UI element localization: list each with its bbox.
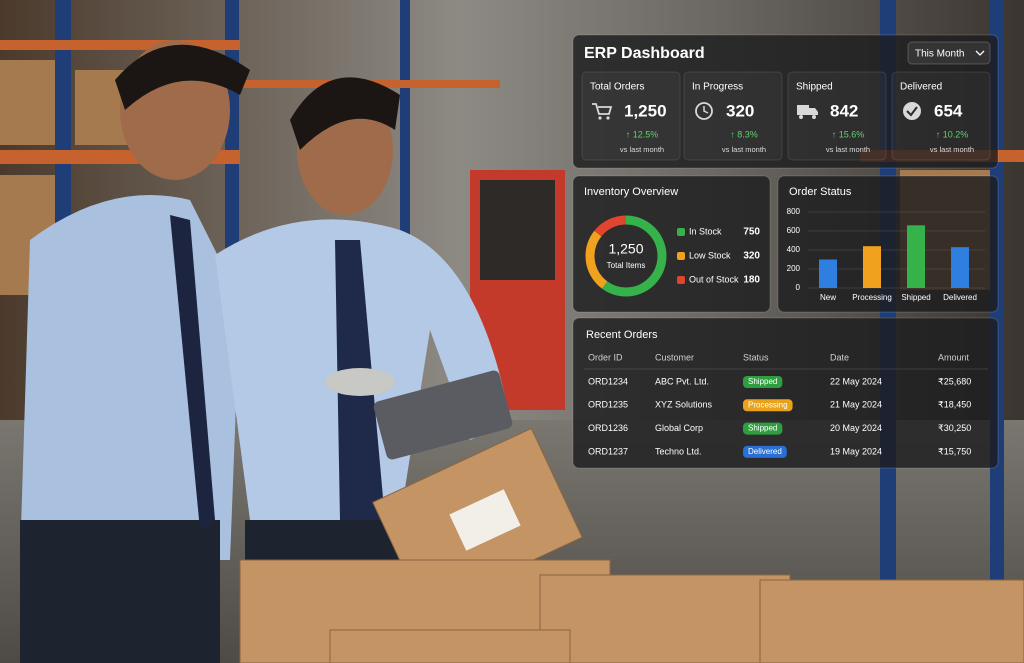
bar <box>907 225 925 288</box>
table-cell: ₹30,250 <box>938 423 971 433</box>
legend-label: Low Stock <box>689 250 731 260</box>
donut-segment <box>585 215 667 297</box>
y-tick-label: 600 <box>787 226 801 235</box>
kpi-card <box>683 71 783 161</box>
period-dropdown[interactable] <box>907 41 991 65</box>
status-badge <box>743 445 787 458</box>
bar <box>819 259 837 288</box>
inventory-panel <box>572 175 771 313</box>
status-badge <box>743 376 783 388</box>
kpi-change: ↑ 10.2% <box>936 129 969 139</box>
table-cell: Techno Ltd. <box>655 446 702 456</box>
table-cell: ₹15,750 <box>938 446 971 456</box>
table-cell: ORD1236 <box>588 423 628 433</box>
legend-label: Out of Stock <box>689 274 739 284</box>
table-cell: 22 May 2024 <box>830 376 882 386</box>
donut-total: 1,250 <box>608 241 643 257</box>
table-header: Status <box>743 352 769 362</box>
order-status-title: Order Status <box>789 186 852 198</box>
dashboard-title: ERP Dashboard <box>584 45 705 62</box>
kpi-note: vs last month <box>722 145 766 154</box>
y-tick-label: 200 <box>787 264 801 273</box>
x-tick-label: Processing <box>852 293 892 302</box>
status-text: Processing <box>748 400 788 409</box>
kpi-value: 842 <box>830 101 858 120</box>
table-cell: 21 May 2024 <box>830 400 882 410</box>
legend-label: In Stock <box>689 226 722 236</box>
kpi-label: In Progress <box>692 82 743 93</box>
bar <box>863 246 881 288</box>
kpi-icons <box>592 102 921 120</box>
legend-swatch <box>677 228 685 236</box>
kpi-card <box>581 71 681 161</box>
table-cell: 20 May 2024 <box>830 423 882 433</box>
kpi-label: Total Orders <box>590 82 644 93</box>
table-cell: ₹25,680 <box>938 376 971 386</box>
y-tick-label: 0 <box>796 283 801 292</box>
kpi-label: Delivered <box>900 82 942 93</box>
x-tick-label: Delivered <box>943 293 977 302</box>
y-tick-label: 800 <box>787 207 801 216</box>
status-text: Shipped <box>748 424 777 433</box>
status-text: Delivered <box>748 447 782 456</box>
legend-swatch <box>677 276 685 284</box>
bar <box>951 247 969 288</box>
table-cell: ORD1234 <box>588 376 628 386</box>
status-text: Shipped <box>748 377 777 386</box>
x-tick-label: Shipped <box>901 293 930 302</box>
kpi-note: vs last month <box>826 145 870 154</box>
recent-orders-panel <box>572 317 999 469</box>
table-header: Amount <box>938 352 970 362</box>
legend-value: 180 <box>743 275 760 286</box>
kpi-value: 654 <box>934 101 963 120</box>
kpi-card <box>891 71 991 161</box>
table-cell: ORD1235 <box>588 400 628 410</box>
table-cell: ABC Pvt. Ltd. <box>655 376 709 386</box>
donut-total-label: Total Items <box>607 261 646 270</box>
table-header: Customer <box>655 352 694 362</box>
dropdown-caret <box>975 50 985 56</box>
kpi-change: ↑ 12.5% <box>626 129 659 139</box>
kpi-label: Shipped <box>796 82 833 93</box>
table-cell: 19 May 2024 <box>830 446 882 456</box>
recent-orders-title: Recent Orders <box>586 329 658 341</box>
x-tick-label: New <box>820 293 836 302</box>
kpi-card <box>787 71 887 161</box>
donut-chart: In Stock 750 Low Stock 320 Out of Stock 180 <box>585 215 760 297</box>
kpi-change: ↑ 15.6% <box>832 129 865 139</box>
kpi-note: vs last month <box>620 145 664 154</box>
table-header: Date <box>830 352 849 362</box>
kpi-value: 320 <box>726 101 754 120</box>
kpi-change: ↑ 8.3% <box>730 129 758 139</box>
kpi-note: vs last month <box>930 145 974 154</box>
status-badge <box>743 422 783 435</box>
table-cell: ₹18,450 <box>938 400 971 410</box>
table-cell: XYZ Solutions <box>655 400 713 410</box>
bar-chart: 0 200 400 600 800 New Processing Shipped Deliver… <box>787 207 985 302</box>
period-label[interactable]: This Month <box>915 49 964 60</box>
y-tick-label: 400 <box>787 245 801 254</box>
inventory-title: Inventory Overview <box>584 186 678 198</box>
kpi-value: 1,250 <box>624 101 667 120</box>
table-cell: ORD1237 <box>588 446 628 456</box>
kpi-panel <box>572 34 999 169</box>
status-badge <box>743 399 793 412</box>
kpi-cards: Total Orders 1,250 ↑ 12.5% vs last month In … <box>581 71 991 161</box>
legend-value: 750 <box>743 227 760 238</box>
legend-value: 320 <box>743 251 760 262</box>
table-cell: Global Corp <box>655 423 703 433</box>
table-header: Order ID <box>588 352 623 362</box>
donut-segment <box>585 215 667 297</box>
orders-table: Order ID Customer Status Date Amount ORD1234 A… <box>584 352 988 458</box>
legend-swatch <box>677 252 685 260</box>
